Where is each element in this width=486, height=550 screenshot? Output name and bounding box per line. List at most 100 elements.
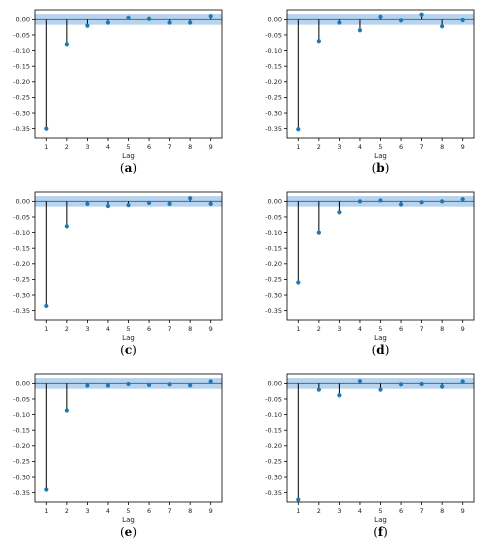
y-tick-label: 0.00 <box>16 380 30 388</box>
x-tick-label: 1 <box>296 507 300 515</box>
y-tick-label: -0.30 <box>13 291 30 299</box>
y-tick-label: -0.35 <box>265 489 282 497</box>
y-tick-label: -0.25 <box>13 276 30 284</box>
x-tick-label: 2 <box>65 143 69 151</box>
acf-point <box>85 383 90 388</box>
x-tick-label: 9 <box>209 325 213 333</box>
y-tick-label: 0.00 <box>16 16 30 24</box>
panel-caption: (e) <box>120 525 137 539</box>
axes-frame <box>34 373 223 503</box>
x-tick-label: 8 <box>440 507 444 515</box>
acf-point <box>357 28 363 33</box>
y-tick-label: -0.20 <box>13 260 30 268</box>
y-tick-label: -0.35 <box>265 307 282 315</box>
x-tick-label: 7 <box>168 143 172 151</box>
y-tick-label: -0.30 <box>13 109 30 117</box>
x-tick-label: 9 <box>209 143 213 151</box>
acf-point <box>419 200 424 205</box>
acf-point <box>378 198 383 203</box>
acf-point <box>44 126 49 131</box>
x-tick-label: 3 <box>85 143 89 151</box>
acf-point <box>440 24 445 29</box>
acf-panel-e: 0.00 -0.05 -0.10 -0.15 -0.20 -0.25 -0.30 -0.35 1… <box>13 373 223 539</box>
acf-point <box>167 20 172 25</box>
y-tick-label: -0.25 <box>265 94 282 102</box>
x-tick-label: 9 <box>209 507 213 515</box>
x-tick-label: 3 <box>337 143 341 151</box>
acf-point <box>44 303 49 309</box>
axes-frame <box>34 191 223 321</box>
x-tick-label: 8 <box>440 325 444 333</box>
x-axis-label: Lag <box>374 152 387 160</box>
acf-point <box>105 203 111 209</box>
acf-point <box>105 383 111 388</box>
acf-point <box>188 20 193 25</box>
y-tick-label: -0.10 <box>13 47 30 55</box>
acf-point <box>208 14 213 19</box>
acf-panel-a: 0.00 -0.05 -0.10 -0.15 -0.20 -0.25 -0.30 -0.35 1… <box>13 9 223 175</box>
y-tick-label: -0.05 <box>13 395 30 403</box>
acf-point <box>460 379 465 384</box>
acf-point <box>316 387 321 392</box>
acf-point <box>296 497 301 502</box>
acf-point <box>44 487 49 492</box>
acf-point <box>208 379 213 384</box>
x-tick-label: 1 <box>44 325 48 333</box>
y-tick-label: -0.15 <box>265 426 282 434</box>
x-tick-label: 8 <box>440 143 444 151</box>
x-tick-label: 5 <box>126 143 130 151</box>
x-tick-label: 4 <box>358 507 362 515</box>
x-axis-label: Lag <box>374 516 387 524</box>
x-tick-label: 7 <box>168 325 172 333</box>
x-tick-label: 6 <box>399 507 403 515</box>
acf-point <box>316 39 321 44</box>
x-tick-label: 4 <box>106 143 110 151</box>
y-tick-label: -0.10 <box>265 411 282 419</box>
y-tick-label: -0.30 <box>13 473 30 481</box>
axes-frame <box>286 373 475 503</box>
x-tick-label: 5 <box>378 507 382 515</box>
x-tick-label: 3 <box>337 325 341 333</box>
acf-point <box>357 199 363 204</box>
x-tick-label: 5 <box>126 325 130 333</box>
acf-point <box>105 20 111 25</box>
x-tick-label: 4 <box>106 325 110 333</box>
x-tick-label: 4 <box>358 325 362 333</box>
acf-point <box>337 393 342 398</box>
y-tick-label: -0.15 <box>265 62 282 70</box>
x-tick-label: 8 <box>188 507 192 515</box>
y-tick-label: -0.05 <box>265 31 282 39</box>
y-tick-label: 0.00 <box>268 16 282 24</box>
acf-point <box>126 381 131 387</box>
x-tick-label: 2 <box>317 143 321 151</box>
y-tick-label: -0.15 <box>13 426 30 434</box>
acf-point <box>440 384 445 389</box>
acf-point <box>460 197 465 202</box>
y-tick-label: -0.05 <box>265 395 282 403</box>
y-tick-label: -0.35 <box>265 125 282 133</box>
acf-point <box>146 16 152 21</box>
x-tick-label: 7 <box>420 507 424 515</box>
acf-panel-c: 0.00 -0.05 -0.10 -0.15 -0.20 -0.25 -0.30 -0.35 1… <box>13 191 223 357</box>
y-tick-label: -0.25 <box>265 458 282 466</box>
axes-frame <box>34 9 223 139</box>
panel-caption: (f) <box>373 525 388 539</box>
x-tick-label: 5 <box>126 507 130 515</box>
acf-point <box>378 387 383 392</box>
y-tick-label: -0.20 <box>13 78 30 86</box>
y-tick-label: -0.20 <box>13 442 30 450</box>
acf-point <box>146 200 152 206</box>
acf-point <box>398 382 404 387</box>
x-tick-label: 3 <box>85 325 89 333</box>
x-tick-label: 2 <box>317 325 321 333</box>
panel-caption: (d) <box>372 343 390 357</box>
acf-point <box>337 20 342 25</box>
y-tick-label: -0.30 <box>265 291 282 299</box>
acf-point <box>460 17 465 23</box>
acf-point <box>419 12 424 17</box>
acf-point <box>85 23 90 28</box>
y-tick-label: -0.20 <box>265 260 282 268</box>
acf-point <box>167 201 172 206</box>
x-axis-label: Lag <box>122 334 135 342</box>
panel-caption: (b) <box>372 161 390 175</box>
